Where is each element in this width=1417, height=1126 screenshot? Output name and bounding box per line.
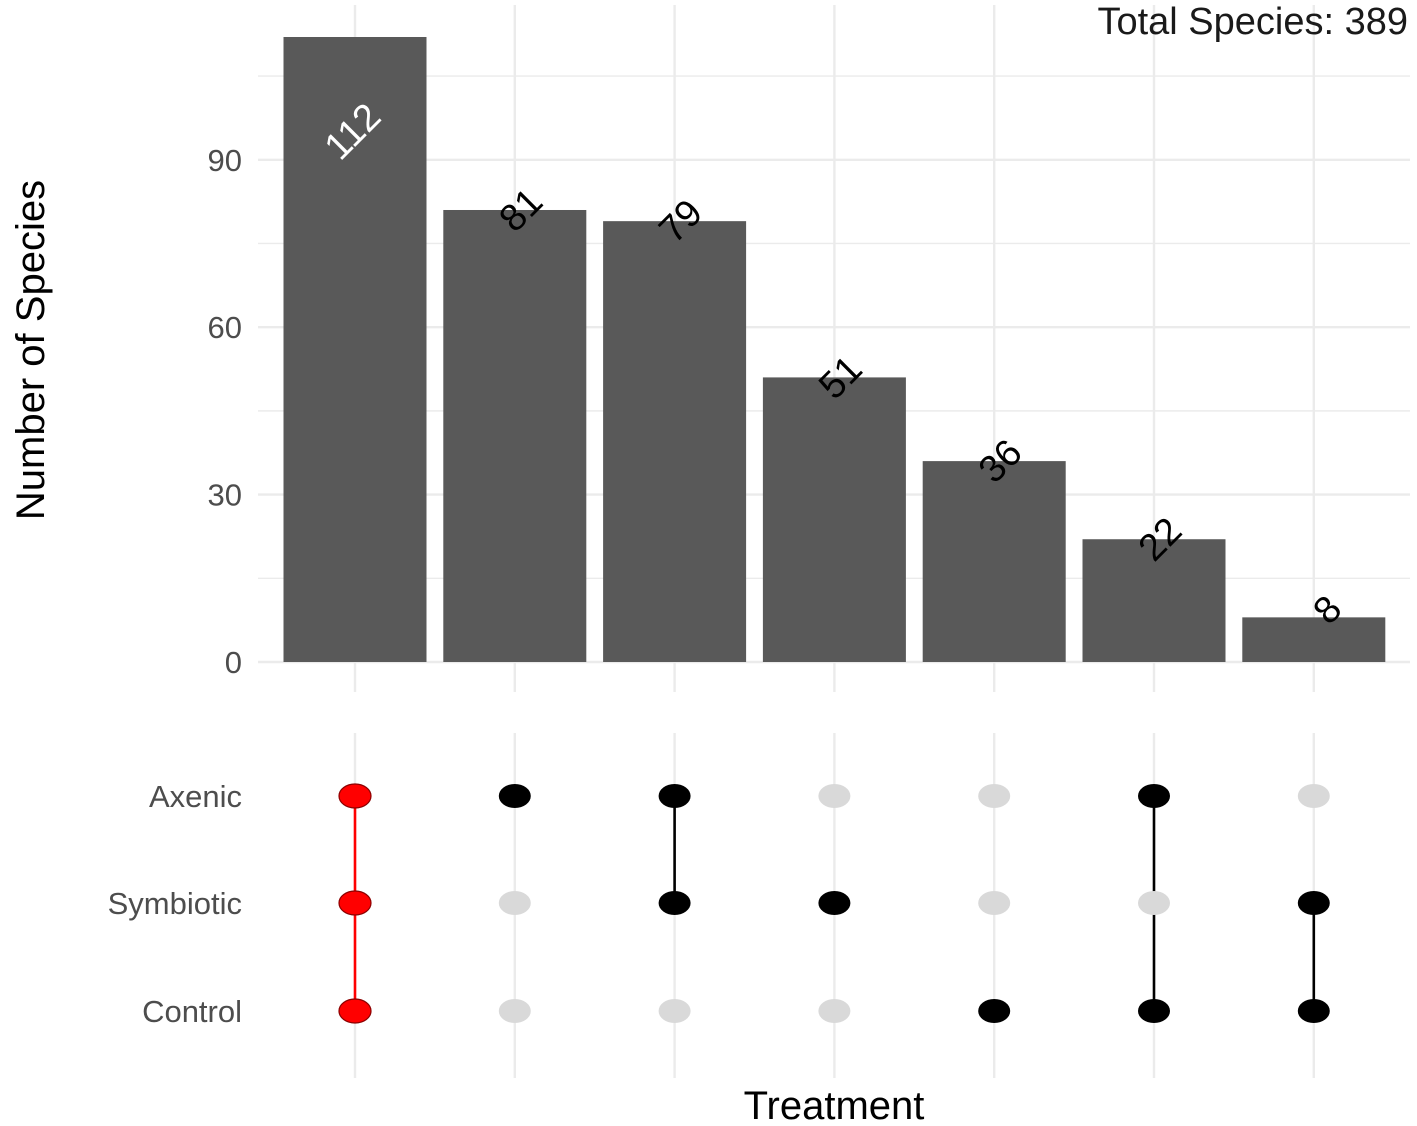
intersection-matrix [338,783,1330,1024]
matrix-dot-active [338,998,372,1024]
matrix-dot-active [1297,891,1330,915]
matrix-dot-active [338,890,372,916]
bar [762,377,906,662]
matrix-dot-active [1297,999,1330,1023]
total-species-label: Total Species: 389 [1097,1,1408,43]
matrix-dot-inactive [658,999,691,1023]
bars-layer [283,37,1386,662]
matrix-dot-inactive [1138,891,1170,915]
matrix-dot-inactive [818,999,851,1023]
matrix-dot-active [338,783,372,809]
bar [1242,617,1386,662]
matrix-dot-inactive [1297,784,1330,808]
y-tick-label: 30 [208,478,242,513]
matrix-dot-active [1138,784,1170,808]
matrix-dot-inactive [978,891,1011,915]
matrix-dot-inactive [818,784,851,808]
bar [1082,539,1226,662]
y-tick-label: 0 [225,645,242,680]
matrix-dot-active [658,891,691,915]
bar [922,461,1066,662]
set-label-symbiotic: Symbiotic [108,886,242,921]
matrix-dot-active [978,999,1011,1023]
y-tick-label: 60 [208,310,242,345]
x-axis-title: Treatment [744,1084,925,1126]
set-label-axenic: Axenic [149,779,242,814]
set-label-control: Control [142,994,242,1029]
bar [283,37,427,662]
matrix-dot-active [658,784,691,808]
matrix-dot-active [1138,999,1170,1023]
set-labels: Axenic Symbiotic Control [108,779,242,1029]
matrix-dot-active [498,784,531,808]
matrix-dot-inactive [498,999,531,1023]
matrix-dot-inactive [498,891,531,915]
y-axis-title: Number of Species [9,180,53,520]
matrix-dot-active [818,891,851,915]
matrix-dot-inactive [978,784,1011,808]
bar [603,221,747,662]
bar [443,209,587,662]
y-tick-label: 90 [208,143,242,178]
y-axis-ticks: 0 30 60 90 [208,143,242,680]
